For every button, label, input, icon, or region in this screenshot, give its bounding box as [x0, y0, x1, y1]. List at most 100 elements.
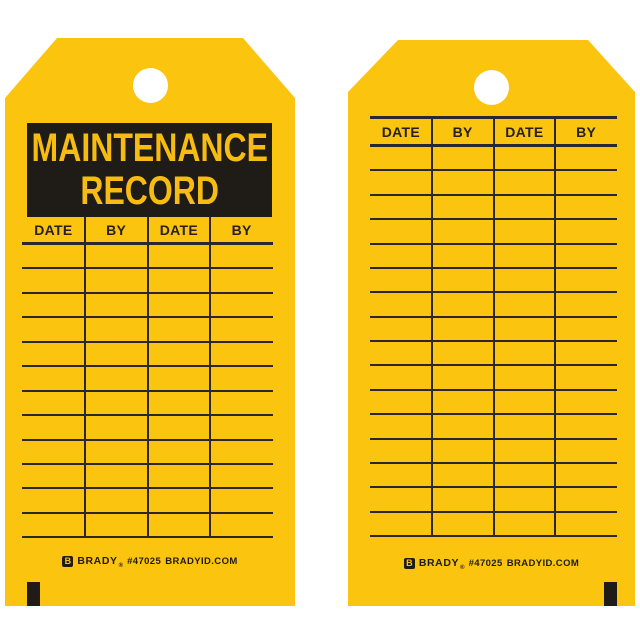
blank-cell	[210, 318, 273, 340]
blank-cell	[85, 269, 148, 291]
blank-cell	[494, 488, 556, 510]
blank-cell	[148, 343, 211, 365]
blank-cell	[494, 513, 556, 535]
blank-cell	[494, 391, 556, 413]
column-header: DATE	[381, 123, 421, 140]
blank-cell	[555, 220, 617, 242]
blank-cell	[370, 171, 432, 193]
blank-cell	[432, 440, 494, 462]
blank-cell	[85, 392, 148, 414]
blank-cell	[22, 245, 85, 267]
blank-cell	[85, 245, 148, 267]
blank-cell	[85, 318, 148, 340]
blank-cell	[210, 514, 273, 536]
blank-cell	[370, 318, 432, 340]
maintenance-tag-front: MAINTENANCE RECORD DATE BY DATE BY B BRADY …	[5, 38, 295, 606]
blank-cell	[494, 171, 556, 193]
blank-cell	[148, 367, 211, 389]
blank-cell	[22, 489, 85, 511]
part-number: #47025	[468, 557, 503, 569]
registration-mark	[27, 582, 40, 606]
registered-trademark-icon: ®	[118, 563, 124, 569]
blank-cell	[555, 366, 617, 388]
blank-cell	[555, 464, 617, 486]
brand-name: BRADY	[77, 555, 118, 567]
column-divider	[209, 217, 212, 539]
blank-cell	[555, 391, 617, 413]
column-divider	[430, 116, 433, 537]
blank-cell	[555, 196, 617, 218]
blank-cell	[148, 514, 211, 536]
column-divider	[554, 116, 557, 537]
blank-cell	[432, 318, 494, 340]
blank-cell	[210, 465, 273, 487]
blank-cell	[210, 367, 273, 389]
blank-cell	[22, 514, 85, 536]
blank-cell	[370, 196, 432, 218]
blank-cell	[22, 416, 85, 438]
blank-cell	[555, 269, 617, 291]
blank-cell	[432, 391, 494, 413]
blank-cell	[85, 489, 148, 511]
blank-cell	[85, 514, 148, 536]
blank-cell	[432, 147, 494, 169]
part-number: #47025	[127, 555, 162, 567]
blank-cell	[85, 343, 148, 365]
blank-cell	[22, 465, 85, 487]
blank-cell	[432, 488, 494, 510]
blank-cell	[85, 416, 148, 438]
blank-cell	[494, 440, 556, 462]
blank-cell	[22, 294, 85, 316]
blank-cell	[370, 220, 432, 242]
blank-cell	[432, 220, 494, 242]
blank-cell	[494, 220, 556, 242]
blank-cell	[555, 245, 617, 267]
blank-cell	[494, 318, 556, 340]
blank-cell	[555, 488, 617, 510]
blank-cell	[210, 245, 273, 267]
website: BRADYID.COM	[506, 557, 580, 569]
blank-cell	[494, 196, 556, 218]
blank-cell	[432, 196, 494, 218]
blank-cell	[555, 293, 617, 315]
blank-cell	[555, 171, 617, 193]
blank-cell	[370, 464, 432, 486]
blank-cell	[494, 464, 556, 486]
blank-cell	[370, 440, 432, 462]
hang-hole	[474, 70, 509, 105]
blank-cell	[210, 392, 273, 414]
blank-cell	[148, 245, 211, 267]
column-header: BY	[452, 123, 473, 140]
brand-footer: B BRADY ® #47025 BRADYID.COM	[348, 555, 635, 571]
blank-cell	[148, 392, 211, 414]
blank-cell	[148, 294, 211, 316]
blank-cell	[432, 293, 494, 315]
blank-cell	[210, 489, 273, 511]
column-header: BY	[106, 221, 127, 238]
blank-cell	[370, 391, 432, 413]
column-divider	[146, 217, 149, 539]
blank-cell	[148, 318, 211, 340]
blank-cell	[210, 269, 273, 291]
blank-cell	[148, 416, 211, 438]
blank-cell	[22, 343, 85, 365]
blank-cell	[370, 366, 432, 388]
column-header: DATE	[505, 123, 544, 140]
brady-logo-icon: B	[62, 555, 74, 567]
blank-cell	[22, 441, 85, 463]
blank-cell	[555, 318, 617, 340]
blank-cell	[432, 464, 494, 486]
blank-cell	[555, 415, 617, 437]
blank-cell	[148, 465, 211, 487]
blank-cell	[370, 293, 432, 315]
blank-cell	[85, 441, 148, 463]
maintenance-log-table-back: DATE BY DATE BY	[370, 116, 617, 537]
blank-cell	[370, 269, 432, 291]
blank-cell	[432, 513, 494, 535]
column-header: DATE	[34, 221, 73, 238]
hang-hole	[132, 68, 168, 103]
blank-cell	[494, 366, 556, 388]
maintenance-log-table-front: DATE BY DATE BY	[22, 217, 273, 539]
blank-cell	[85, 465, 148, 487]
registered-trademark-icon: ®	[460, 565, 465, 571]
